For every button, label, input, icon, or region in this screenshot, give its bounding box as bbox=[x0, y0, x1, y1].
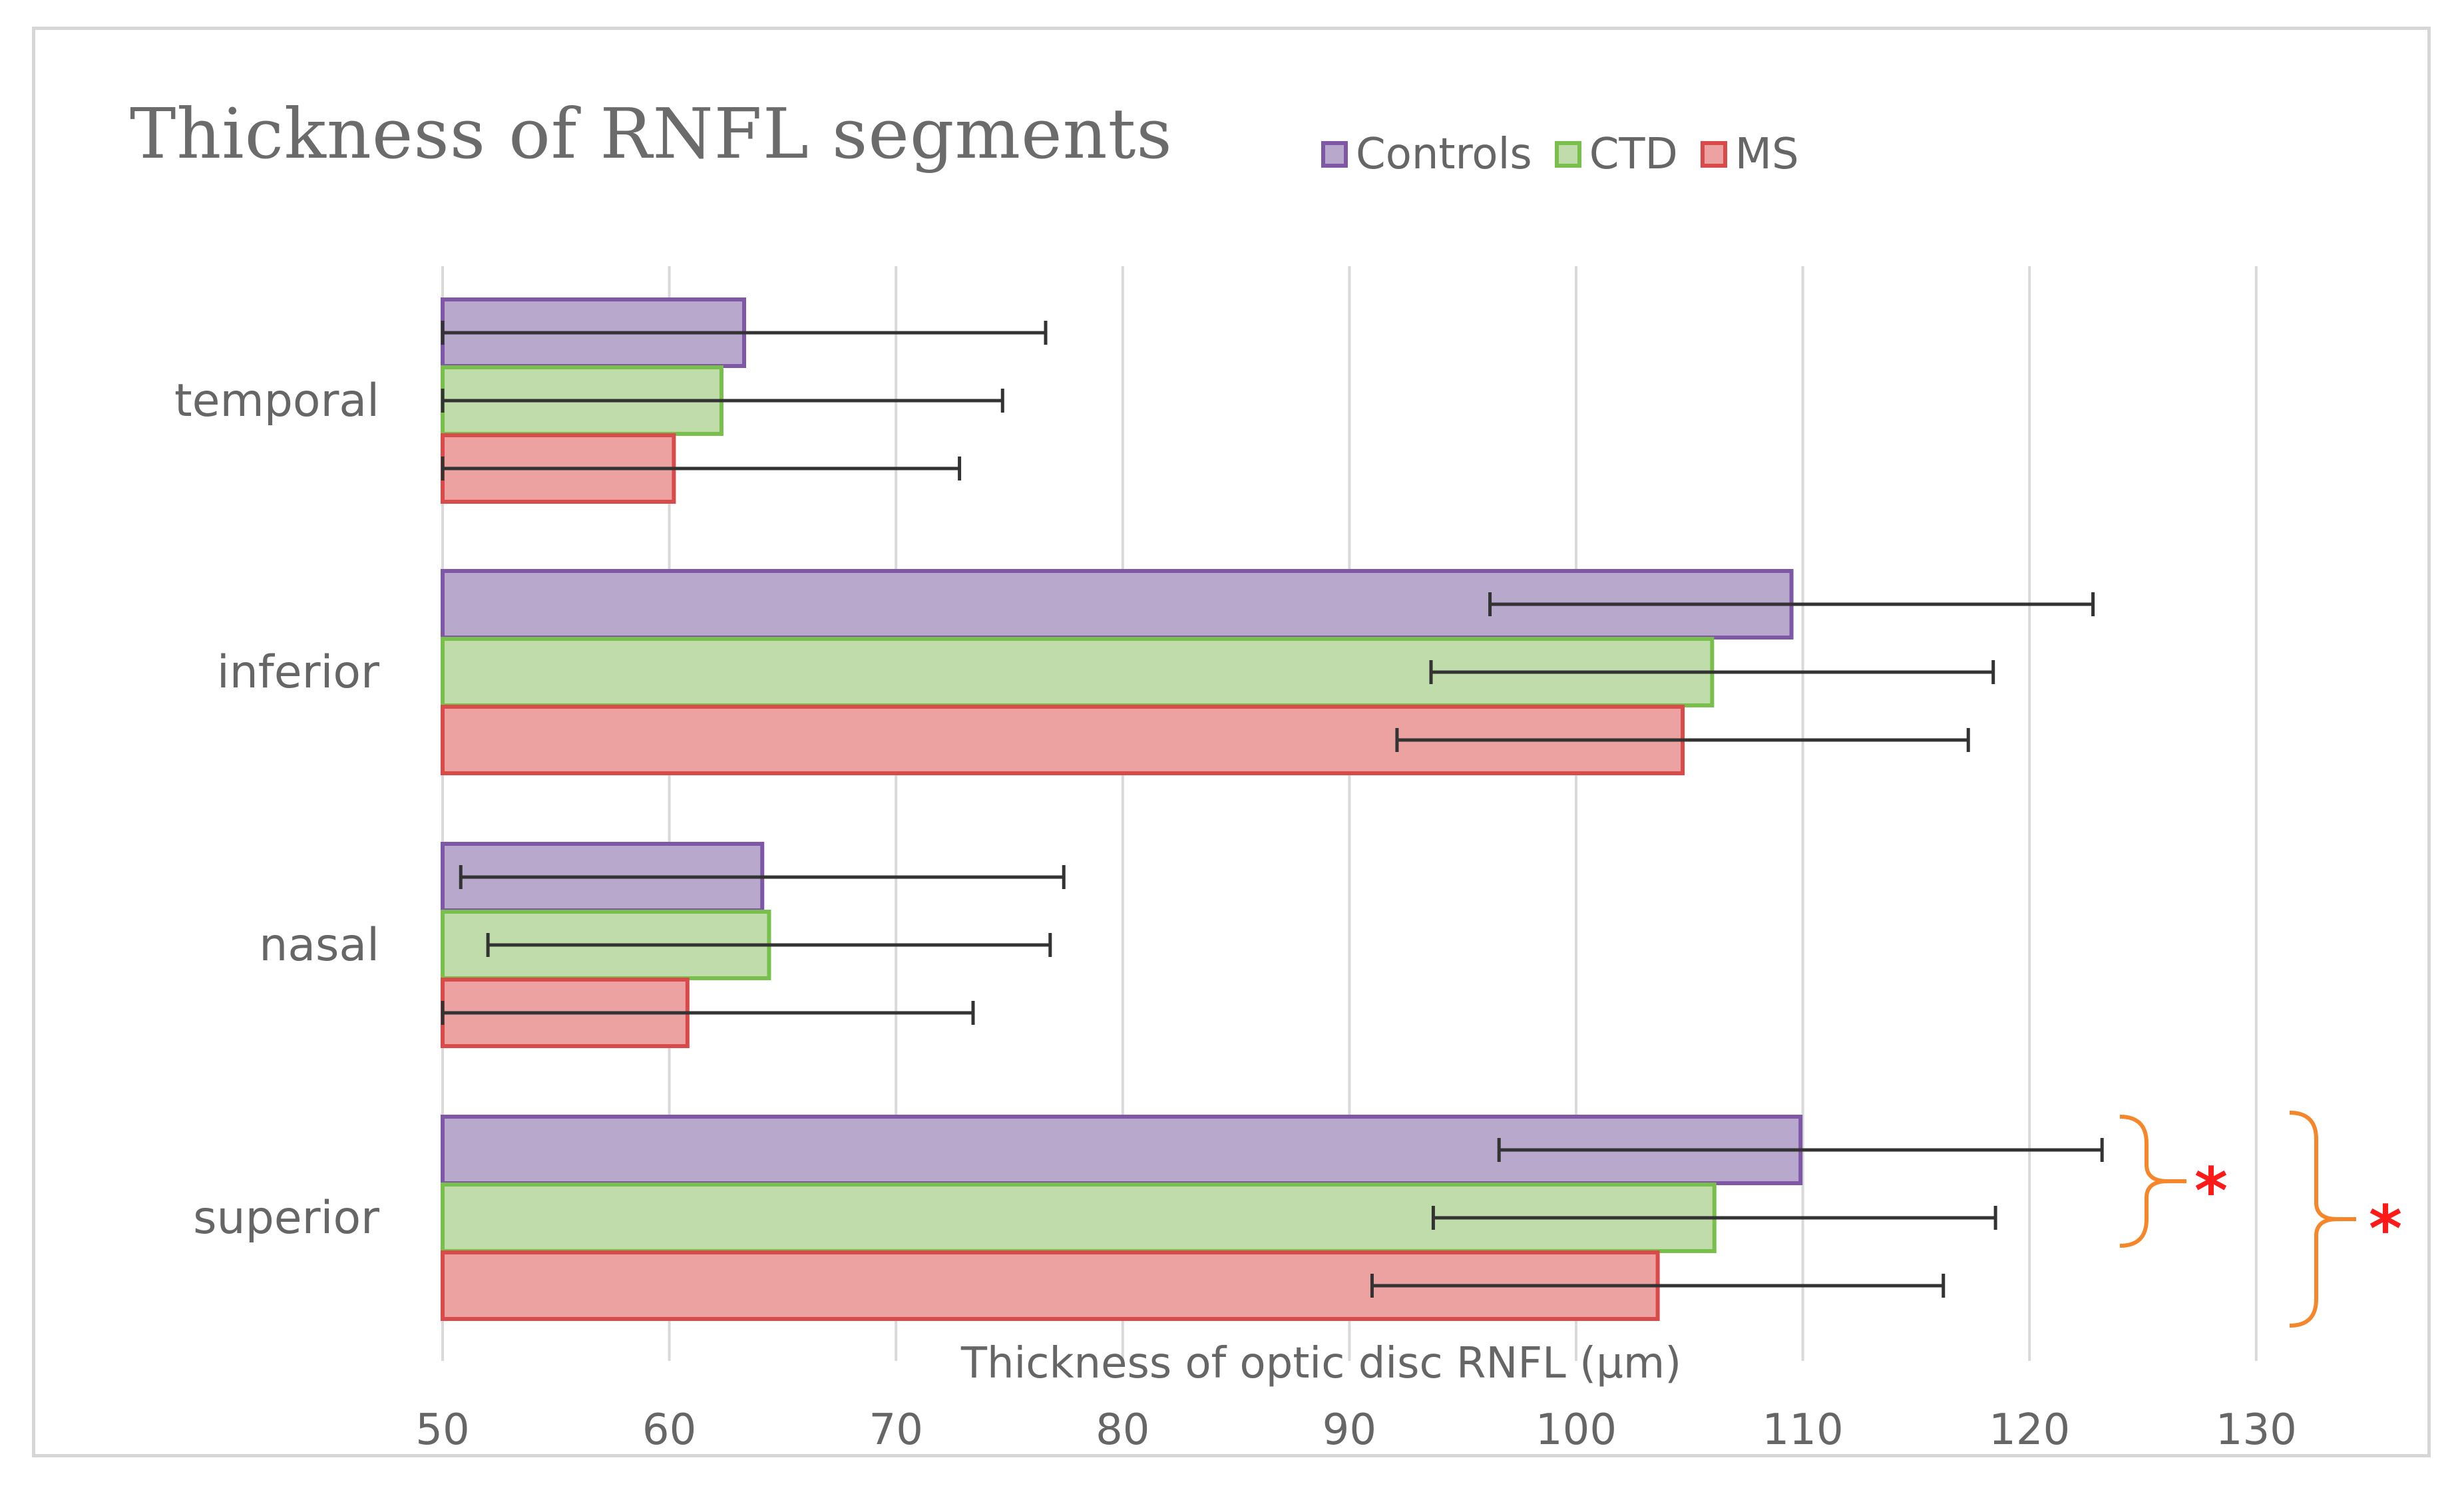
x-tick-label: 50 bbox=[415, 1405, 469, 1455]
chart-title: Thickness of RNFL segments bbox=[130, 93, 1173, 174]
x-tick-label: 80 bbox=[1096, 1405, 1149, 1455]
legend-item-controls: Controls bbox=[1321, 130, 1532, 179]
significance-star: * bbox=[2194, 1154, 2228, 1228]
significance-bracket-controls-ctd bbox=[2119, 1115, 2168, 1248]
category-label-temporal: temporal bbox=[174, 375, 379, 427]
category-label-superior: superior bbox=[193, 1192, 379, 1244]
significance-bracket-controls-ms bbox=[2289, 1111, 2338, 1328]
legend-swatch bbox=[1700, 141, 1727, 168]
x-tick-label: 70 bbox=[869, 1405, 923, 1455]
x-tick-label: 110 bbox=[1762, 1405, 1844, 1455]
legend-item-ms: MS bbox=[1700, 130, 1799, 179]
legend: Controls CTD MS bbox=[1321, 130, 1822, 179]
legend-label: CTD bbox=[1589, 130, 1678, 179]
legend-swatch bbox=[1321, 141, 1348, 168]
category-label-inferior: inferior bbox=[217, 646, 379, 699]
legend-label: Controls bbox=[1356, 130, 1532, 179]
x-tick-label: 100 bbox=[1536, 1405, 1617, 1455]
legend-label: MS bbox=[1735, 130, 1799, 179]
x-tick-label: 60 bbox=[642, 1405, 696, 1455]
significance-star: * bbox=[2369, 1192, 2402, 1266]
legend-item-ctd: CTD bbox=[1554, 130, 1678, 179]
legend-swatch bbox=[1554, 141, 1581, 168]
x-axis-title: Thickness of optic disc RNFL (µm) bbox=[960, 1339, 1681, 1388]
x-tick-label: 120 bbox=[1989, 1405, 2070, 1455]
x-tick-label: 90 bbox=[1323, 1405, 1376, 1455]
category-label-nasal: nasal bbox=[259, 919, 379, 972]
x-tick-label: 130 bbox=[2216, 1405, 2297, 1455]
